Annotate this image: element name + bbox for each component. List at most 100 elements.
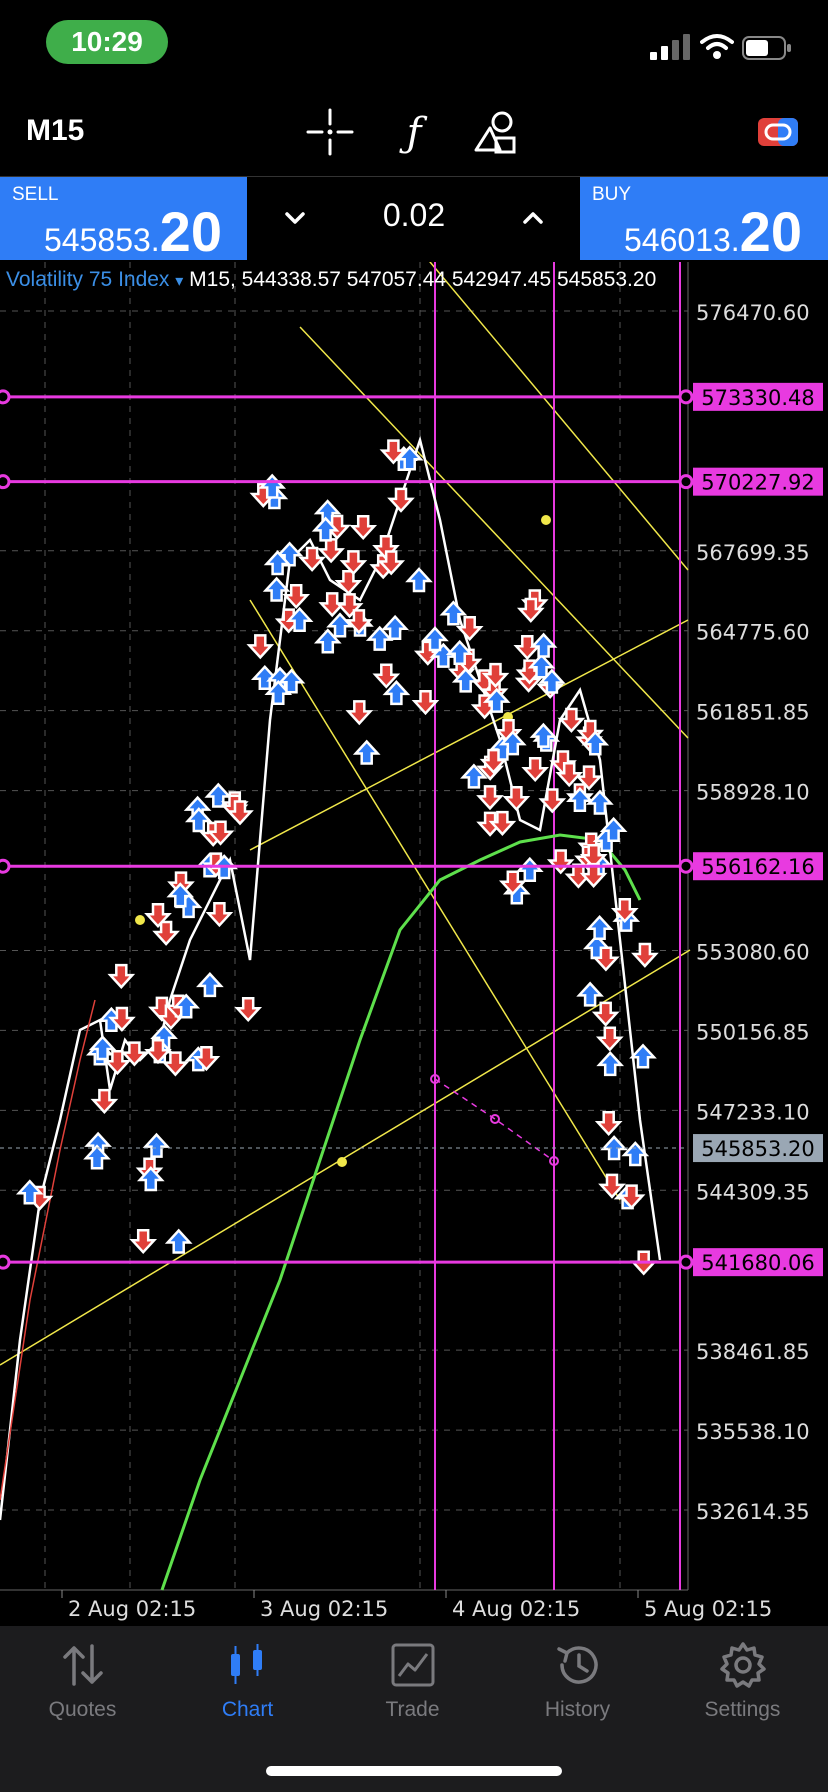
- crosshair-icon[interactable]: [304, 106, 356, 158]
- objects-icon[interactable]: [470, 106, 522, 158]
- signal-icon: [650, 34, 690, 60]
- level-label-box: [693, 852, 823, 881]
- signal-arrow: [596, 1110, 621, 1136]
- lot-volume[interactable]: 0.02: [382, 197, 446, 233]
- symbol-dropdown-icon[interactable]: ▾: [175, 273, 184, 290]
- signal-arrow: [350, 514, 376, 540]
- ohlc-values: M15, 544338.57 547057.44 542947.45 54585…: [189, 268, 657, 291]
- price-chart[interactable]: 573330.48 570227.92 556162.16 541680.06 5458…: [0, 262, 828, 1626]
- time-axis: 2 Aug 02:15 3 Aug 02:15 4 Aug 02:15 5 Aug 0…: [61, 1590, 772, 1621]
- bottom-tab-bar: Quotes Chart Trade History: [0, 1626, 828, 1792]
- signal-arrow: [413, 690, 438, 715]
- symbol-name[interactable]: Volatility 75 Index: [6, 268, 170, 291]
- tab-quotes-label: Quotes: [48, 1698, 117, 1721]
- buy-label: BUY: [592, 184, 632, 205]
- trendline-anchor: [541, 515, 551, 525]
- signal-arrow: [186, 807, 212, 833]
- level-label-box: [693, 382, 823, 411]
- buy-button[interactable]: BUY 546013.20: [580, 177, 828, 263]
- tab-settings[interactable]: Settings: [660, 1640, 825, 1740]
- level-label-box: [693, 1248, 823, 1277]
- level-lines: 573330.48 570227.92 556162.16 541680.06 5458…: [0, 382, 823, 1277]
- tab-history[interactable]: History: [495, 1640, 660, 1740]
- price-tick-label: 564775.60: [696, 621, 810, 645]
- signal-arrow: [531, 633, 556, 658]
- tab-settings-label: Settings: [704, 1698, 781, 1721]
- tab-chart[interactable]: Chart: [165, 1640, 330, 1740]
- ray-line: [434, 1078, 555, 1162]
- signal-arrow: [197, 972, 223, 998]
- signal-arrow: [166, 1229, 191, 1254]
- signal-arrow: [84, 1144, 110, 1170]
- sell-label: SELL: [12, 184, 59, 205]
- price-tick-label: 532614.35: [696, 1500, 810, 1524]
- signal-arrow: [92, 1088, 117, 1114]
- trendline-anchor: [135, 915, 145, 925]
- chevron-up-icon[interactable]: [516, 201, 550, 235]
- chevron-down-icon[interactable]: [278, 201, 312, 235]
- tab-trade[interactable]: Trade: [330, 1640, 495, 1740]
- indicator-line-red: [0, 999, 96, 1501]
- signal-arrows: [17, 439, 658, 1275]
- price-tick-label: 550156.85: [696, 1020, 810, 1044]
- lot-selector: 0.02: [250, 177, 578, 260]
- sell-price: 545853.20: [44, 200, 222, 263]
- signal-arrow: [388, 487, 414, 513]
- level-handle: [678, 858, 694, 874]
- chart-icon: [230, 1644, 262, 1684]
- signal-arrow: [597, 1026, 623, 1051]
- signal-arrow: [235, 996, 261, 1022]
- tab-trade-label: Trade: [385, 1698, 440, 1721]
- signal-arrow: [347, 700, 372, 725]
- level-handle: [678, 474, 694, 490]
- signal-arrow: [567, 787, 593, 813]
- signal-arrow: [597, 1051, 623, 1077]
- signal-arrow: [601, 1135, 627, 1161]
- signal-arrow: [336, 570, 361, 595]
- chart-header: Volatility 75 Index ▾ M15, 544338.57 547…: [6, 268, 656, 292]
- one-click-trade-bar: SELL 545853.20 0.02 BUY 546013.20: [0, 177, 828, 263]
- quotes-icon: [62, 1644, 103, 1686]
- current-price-label: 545853.20: [701, 1137, 815, 1161]
- tab-quotes[interactable]: Quotes: [0, 1640, 165, 1740]
- level-handle: [0, 1254, 11, 1270]
- price-tick-label: 567699.35: [696, 541, 810, 565]
- trendline: [249, 619, 689, 851]
- level-handle: [0, 858, 11, 874]
- history-icon: [556, 1646, 598, 1684]
- ray-anchor: [490, 1114, 500, 1124]
- signal-arrow: [109, 963, 134, 989]
- ray-anchor: [549, 1156, 559, 1166]
- level-label-box: [693, 467, 823, 496]
- level-label: 541680.06: [701, 1251, 815, 1275]
- time-tick-label: 4 Aug 02:15: [452, 1597, 580, 1621]
- signal-arrow: [587, 915, 612, 941]
- chart-drawings: [0, 262, 691, 1591]
- toggle-icon[interactable]: [752, 106, 804, 158]
- signal-arrow: [522, 756, 548, 782]
- trendline-anchor: [337, 1157, 347, 1167]
- price-axis: 576470.60 567699.35 564775.60 561851.85 5589…: [696, 301, 810, 1524]
- price-tick-label: 544309.35: [696, 1180, 810, 1204]
- function-icon[interactable]: ƒ: [388, 106, 440, 158]
- timeframe-button[interactable]: M15: [26, 114, 85, 147]
- signal-arrow: [577, 982, 603, 1007]
- sell-button[interactable]: SELL 545853.20: [0, 177, 247, 263]
- trendline: [0, 949, 691, 1366]
- chart-toolbar: M15 ƒ: [0, 90, 828, 177]
- level-handle: [0, 389, 11, 405]
- signal-arrow: [630, 1044, 656, 1069]
- tab-history-label: History: [544, 1698, 611, 1721]
- time-tick-label: 5 Aug 02:15: [644, 1597, 772, 1621]
- signal-arrow: [207, 902, 232, 927]
- price-tick-label: 547233.10: [696, 1100, 810, 1124]
- price-tick-label: 553080.60: [696, 940, 810, 964]
- price-tick-label: 558928.10: [696, 781, 810, 805]
- ray-anchor: [430, 1074, 440, 1084]
- settings-icon: [719, 1642, 766, 1688]
- signal-arrow: [163, 1051, 188, 1076]
- price-tick-label: 561851.85: [696, 701, 810, 725]
- moving-average-green: [160, 833, 642, 1591]
- buy-price: 546013.20: [624, 200, 802, 263]
- level-label: 570227.92: [701, 471, 815, 495]
